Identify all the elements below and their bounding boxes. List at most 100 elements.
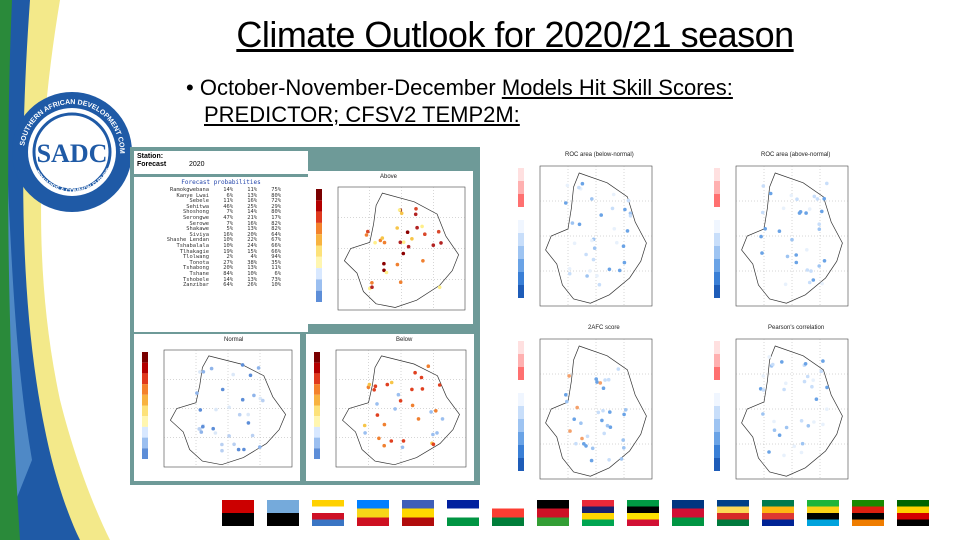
station-dots	[195, 363, 265, 453]
station-name: Tshobele	[183, 276, 209, 283]
map-2afc: 2AFC score	[510, 323, 660, 493]
map-above: Above	[308, 171, 473, 324]
station-dots	[364, 207, 443, 291]
forecast-label: Forecast	[137, 161, 167, 168]
member-flags-strip	[222, 500, 960, 532]
flag-seychelles	[717, 500, 749, 526]
forecast-row: Ramokgwebana 14% 11% 75%	[137, 187, 305, 194]
station-dots	[759, 181, 829, 287]
map-above-title: Above	[380, 174, 398, 180]
forecast-row: Tshane 84% 10% 6%	[137, 270, 305, 278]
map-normal: Normal	[134, 334, 300, 481]
probability-cell: 64%	[223, 282, 233, 289]
probability-cell: 75%	[271, 187, 281, 193]
forecast-row: Siviya 16% 20% 64%	[137, 231, 305, 239]
probability-cell: 64%	[271, 231, 281, 238]
probability-cell: 17%	[271, 214, 281, 221]
flag-south-africa	[762, 500, 794, 526]
map-below-title: Below	[396, 337, 413, 343]
flag-mozambique	[627, 500, 659, 526]
probability-cell: 13%	[247, 192, 257, 199]
probability-cell: 6%	[226, 192, 234, 199]
probability-cell: 84%	[223, 270, 233, 277]
probability-cell: 2%	[226, 254, 234, 261]
country-outline	[741, 345, 843, 477]
probability-cell: 10%	[223, 242, 233, 249]
probability-cell: 38%	[247, 259, 257, 266]
probability-cell: 72%	[271, 198, 281, 205]
flag-drc	[357, 500, 389, 526]
colorbar	[714, 341, 720, 471]
probability-cell: 13%	[247, 265, 257, 272]
probability-cell: 46%	[223, 203, 233, 210]
flag-zambia	[852, 500, 884, 526]
probability-cell: 14%	[247, 209, 257, 216]
probability-cell: 16%	[247, 220, 257, 227]
station-name: Tonota	[189, 259, 209, 266]
forecast-value: 2020	[189, 161, 205, 168]
probability-cell: 4%	[250, 254, 258, 261]
flag-lesotho	[447, 500, 479, 526]
country-outline	[169, 355, 286, 466]
probability-cell: 5%	[226, 226, 234, 233]
flag-comoros	[312, 500, 344, 526]
probability-cell: 7%	[226, 220, 234, 227]
station-name: Kanye Lwai	[176, 192, 209, 199]
forecast-row: Kanye Lwai 6% 13% 80%	[137, 192, 305, 200]
forecast-row: Tshobele 14% 13% 73%	[137, 276, 305, 284]
station-name: Zanzibar	[183, 282, 209, 289]
station-dots	[758, 355, 829, 458]
station-name: Sehitwa	[186, 203, 209, 210]
probability-cell: 15%	[247, 248, 257, 255]
station-name: Serowe	[189, 220, 209, 227]
map-roc-below-title: ROC area (below-normal)	[565, 152, 634, 158]
colorbar	[316, 189, 322, 302]
country-outline	[343, 192, 459, 308]
probability-cell: 16%	[223, 231, 233, 238]
probability-cell: 80%	[271, 192, 281, 199]
flag-tanzania	[807, 500, 839, 526]
station-box: Station: Forecast 2020	[134, 151, 308, 174]
probability-cell: 10%	[223, 237, 233, 244]
station-name: Tshabalala	[176, 242, 209, 249]
probability-cell: 24%	[247, 242, 257, 249]
probability-cell: 22%	[247, 237, 257, 244]
station-name: Tshabong	[183, 265, 209, 272]
probability-cell: 82%	[271, 226, 281, 233]
map-below: Below	[306, 334, 474, 481]
probability-cell: 82%	[271, 220, 281, 227]
colorbar	[714, 168, 720, 298]
probability-cell: 80%	[271, 209, 281, 216]
logo-letters: SADC	[37, 139, 108, 168]
flag-malawi	[537, 500, 569, 526]
slide-bullet: • October-November-December Models Hit S…	[186, 74, 886, 128]
probability-cell: 26%	[247, 282, 257, 289]
map-normal-title: Normal	[224, 337, 244, 343]
station-name: Sebele	[189, 198, 209, 205]
flag-namibia	[672, 500, 704, 526]
probability-cell: 94%	[271, 254, 281, 261]
probability-cell: 6%	[274, 270, 282, 277]
bullet-underlined-1: Models Hit Skill Scores:	[501, 75, 733, 100]
forecast-row: Shakawe 5% 13% 82%	[137, 227, 305, 233]
probability-cell: 73%	[271, 276, 281, 283]
colorbar	[314, 352, 320, 459]
country-outline	[545, 172, 647, 304]
bullet-underlined-2: PREDICTOR; CFSV2 TEMP2M:	[204, 102, 520, 127]
sadc-logo: SADC SOUTHERN AFRICAN DEVELOPMENT COMMUN…	[10, 90, 132, 212]
country-outline	[342, 355, 460, 466]
map-roc-below: ROC area (below-normal)	[510, 150, 660, 320]
station-name: Tshane	[189, 270, 209, 277]
forecast-row: Tshabong 20% 13% 11%	[137, 266, 305, 272]
station-name: Shashe Lendan	[166, 237, 209, 244]
probability-cell: 25%	[247, 203, 257, 210]
map-roc-above-title: ROC area (above-normal)	[761, 152, 831, 158]
country-outline	[741, 172, 843, 304]
station-name: Tlhakagie	[179, 248, 209, 255]
station-name: Tlolwang	[183, 254, 209, 261]
station-dots	[362, 364, 445, 450]
map-pearson: Pearson's correlation	[706, 323, 856, 493]
station-name: Shoshong	[183, 209, 209, 216]
probability-cell: 21%	[247, 214, 257, 221]
station-name: Ramokgwebana	[170, 187, 209, 193]
